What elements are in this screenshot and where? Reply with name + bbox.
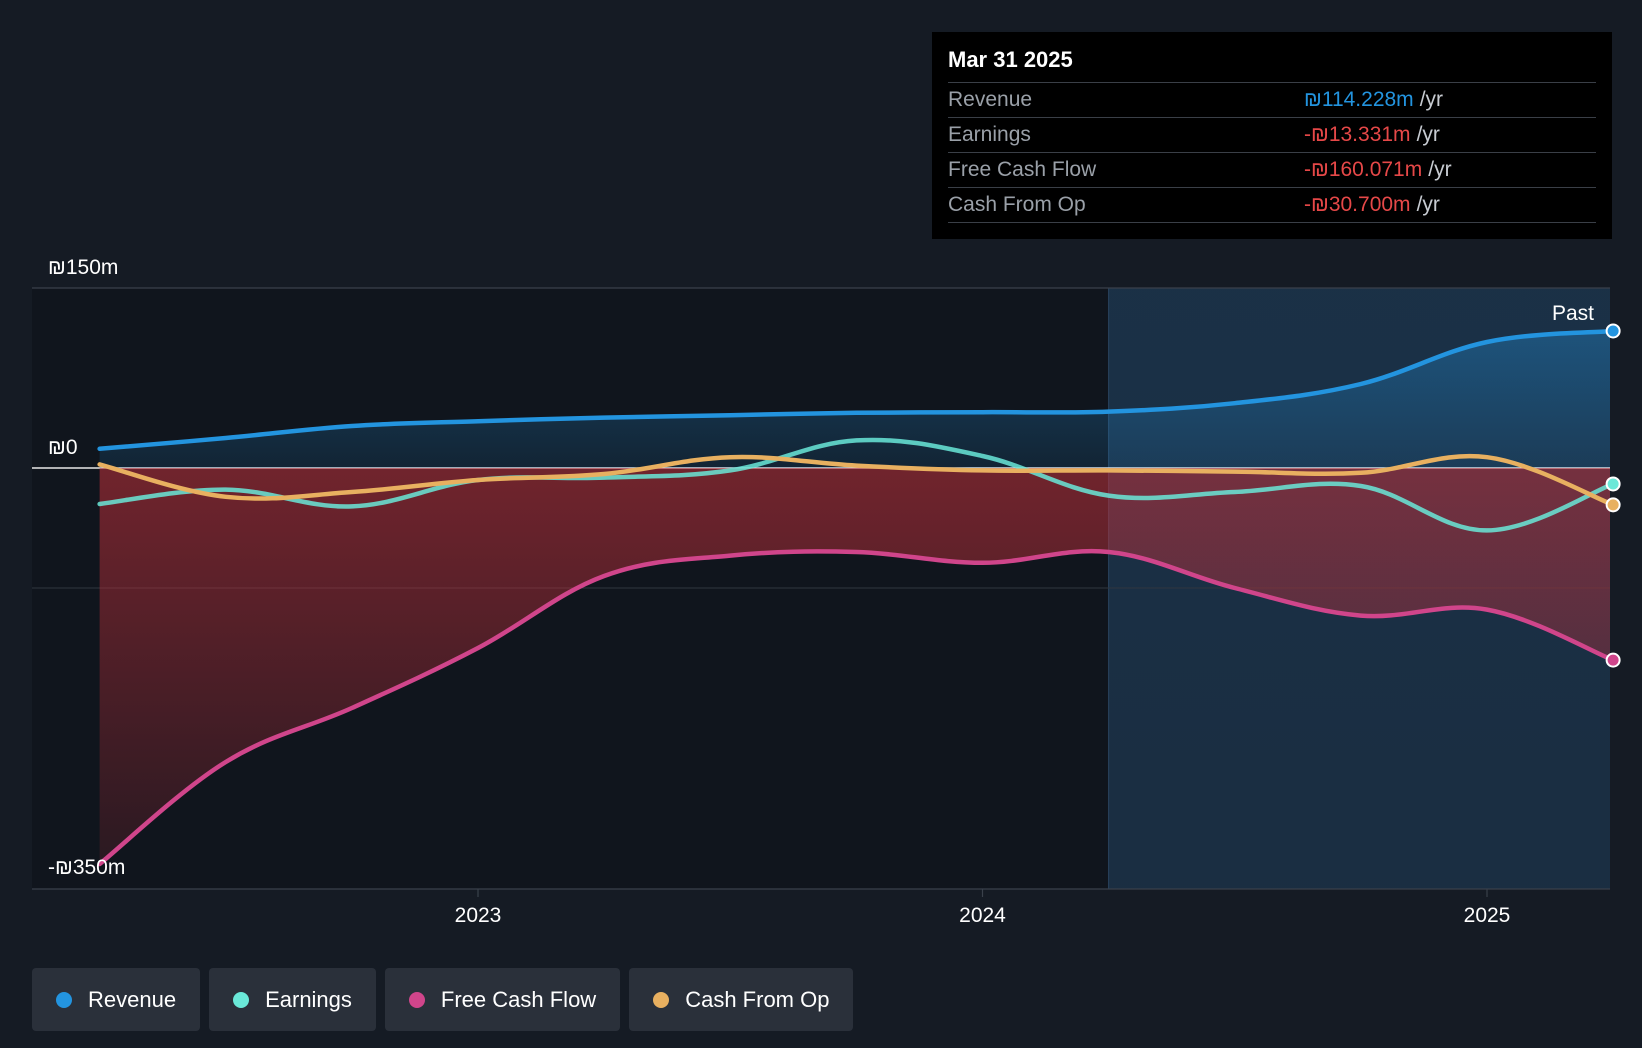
legend-label: Cash From Op (685, 986, 830, 1012)
tooltip-row-free-cash-flow: Free Cash Flow -₪160.071m/yr (948, 153, 1596, 188)
tooltip-value-wrap: -₪13.331m/yr (1304, 118, 1440, 152)
legend-dot-icon (56, 991, 72, 1008)
negative-area (99, 468, 1610, 864)
series-endpoint-earnings (1605, 476, 1621, 492)
legend-label: Revenue (88, 986, 177, 1012)
series-endpoint-revenue (1605, 323, 1621, 339)
legend-dot-icon (653, 991, 670, 1008)
tooltip-unit: /yr (1416, 123, 1440, 146)
series-line-revenue (97, 328, 1610, 452)
tooltip-panel: Mar 31 2025 Revenue ₪114.228m/yr Earning… (932, 32, 1612, 239)
legend-item-earnings[interactable]: Earnings (209, 968, 376, 1031)
tooltip-row-revenue: Revenue ₪114.228m/yr (948, 83, 1596, 118)
legend-dot-icon (408, 991, 425, 1008)
legend-label: Free Cash Flow (440, 986, 597, 1012)
tooltip-value: ₪114.228m (1304, 88, 1414, 111)
tooltip-value: -₪160.071m (1304, 158, 1423, 181)
tooltip-value-wrap: -₪30.700m/yr (1304, 188, 1440, 222)
legend: Revenue Earnings Free Cash Flow Cash Fro… (32, 968, 854, 1031)
tooltip-value-wrap: -₪160.071m/yr (1304, 153, 1452, 187)
tooltip-date: Mar 31 2025 (948, 46, 1596, 83)
legend-item-free-cash-flow[interactable]: Free Cash Flow (384, 968, 621, 1031)
series-endpoint-free-cash-flow (1605, 652, 1621, 668)
tooltip-label: Earnings (948, 123, 1031, 146)
x-tick-label: 2024 (959, 904, 1006, 927)
legend-dot-icon (233, 991, 250, 1008)
tooltip-row-earnings: Earnings -₪13.331m/yr (948, 118, 1596, 153)
past-label: Past (1552, 302, 1594, 325)
x-tick-label: 2025 (1464, 904, 1511, 927)
revenue-area (99, 331, 1610, 468)
legend-label: Earnings (265, 986, 352, 1012)
tooltip-label: Free Cash Flow (948, 158, 1097, 181)
x-tick-label: 2023 (455, 904, 502, 927)
y-tick-label: ₪0 (48, 436, 78, 459)
y-tick-label: -₪350m (48, 856, 125, 879)
series-line-free-cash-flow (97, 548, 1610, 867)
tooltip-value-wrap: ₪114.228m/yr (1304, 83, 1443, 117)
tooltip-label: Revenue (948, 88, 1033, 111)
tooltip-unit: /yr (1416, 193, 1440, 216)
series-line-earnings (97, 437, 1610, 533)
legend-item-revenue[interactable]: Revenue (32, 968, 201, 1031)
tooltip-value: -₪13.331m (1304, 123, 1411, 146)
series-line-cash-from-op (97, 453, 1610, 506)
tooltip-unit: /yr (1419, 88, 1444, 111)
tooltip-value: -₪30.700m (1304, 193, 1411, 216)
tooltip-row-cash-from-op: Cash From Op -₪30.700m/yr (948, 188, 1596, 223)
tooltip-unit: /yr (1428, 158, 1452, 181)
y-tick-label: ₪150m (48, 256, 118, 279)
tooltip-label: Cash From Op (948, 193, 1086, 216)
legend-item-cash-from-op[interactable]: Cash From Op (629, 968, 854, 1031)
series-endpoint-cash-from-op (1605, 497, 1621, 513)
